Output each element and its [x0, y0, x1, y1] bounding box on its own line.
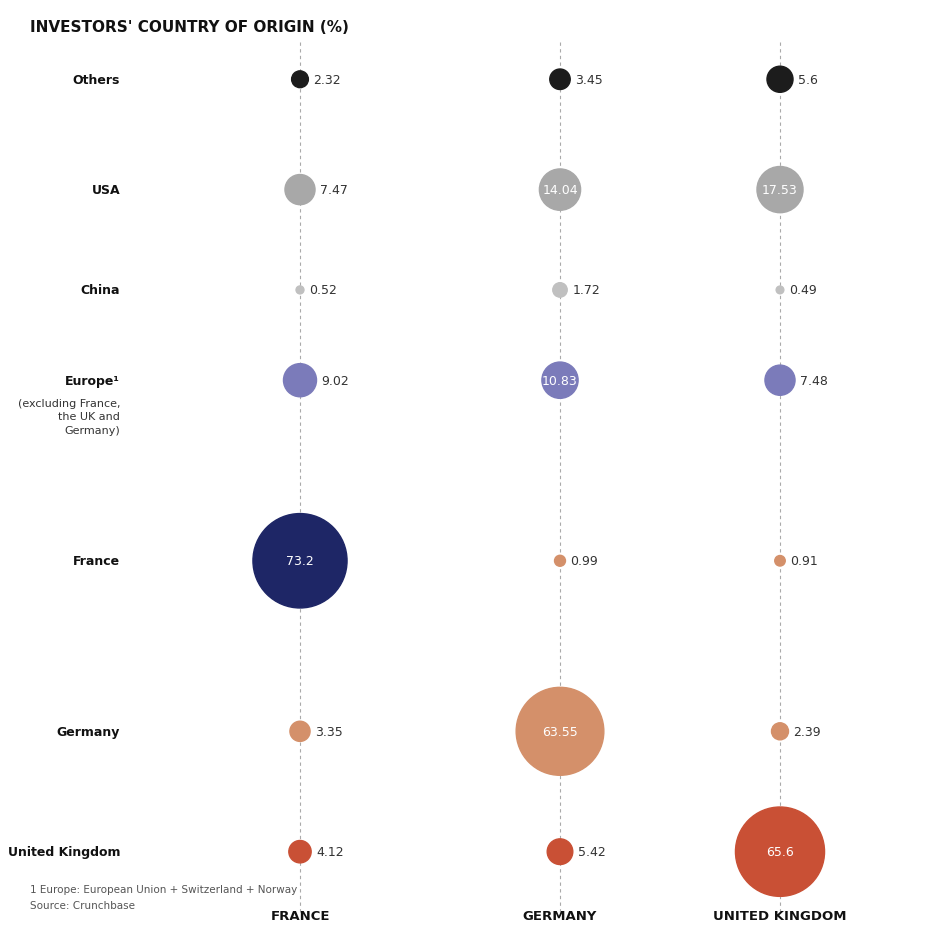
- Circle shape: [296, 287, 304, 294]
- Text: 7.47: 7.47: [320, 184, 348, 197]
- Text: United Kingdom: United Kingdom: [7, 845, 120, 859]
- Text: 0.91: 0.91: [790, 555, 818, 567]
- Circle shape: [736, 807, 825, 897]
- Circle shape: [554, 556, 565, 566]
- Text: Source: Crunchbase: Source: Crunchbase: [30, 900, 135, 910]
- Text: France: France: [73, 555, 120, 567]
- Circle shape: [289, 841, 312, 863]
- Text: 17.53: 17.53: [762, 184, 798, 197]
- Circle shape: [290, 722, 310, 742]
- Circle shape: [777, 287, 784, 294]
- Circle shape: [767, 68, 793, 93]
- Text: 4.12: 4.12: [316, 845, 344, 859]
- Text: INVESTORS' COUNTRY OF ORIGIN (%): INVESTORS' COUNTRY OF ORIGIN (%): [30, 20, 349, 35]
- Text: Europe¹: Europe¹: [65, 374, 120, 387]
- Circle shape: [284, 365, 316, 397]
- Circle shape: [757, 168, 803, 213]
- Text: 14.04: 14.04: [542, 184, 578, 197]
- Text: (excluding France,
the UK and
Germany): (excluding France, the UK and Germany): [18, 399, 120, 435]
- Text: 1.72: 1.72: [572, 284, 600, 297]
- Text: 73.2: 73.2: [286, 555, 313, 567]
- Text: 0.99: 0.99: [570, 555, 598, 567]
- Circle shape: [547, 839, 573, 864]
- Text: 3.45: 3.45: [576, 73, 603, 87]
- Text: Germany: Germany: [57, 725, 120, 738]
- Text: 7.48: 7.48: [800, 374, 828, 387]
- Text: 1 Europe: European Union + Switzerland + Norway: 1 Europe: European Union + Switzerland +…: [30, 883, 298, 894]
- Circle shape: [775, 556, 785, 566]
- Text: 63.55: 63.55: [542, 725, 578, 738]
- Text: China: China: [81, 284, 120, 297]
- Text: UNITED KINGDOM: UNITED KINGDOM: [713, 909, 846, 922]
- Text: 0.49: 0.49: [789, 284, 817, 297]
- Circle shape: [539, 169, 580, 211]
- Text: 5.6: 5.6: [798, 73, 817, 87]
- Text: FRANCE: FRANCE: [271, 909, 330, 922]
- Text: GERMANY: GERMANY: [523, 909, 597, 922]
- Circle shape: [285, 175, 315, 206]
- Circle shape: [772, 723, 789, 740]
- Text: 3.35: 3.35: [315, 725, 343, 738]
- Text: 2.39: 2.39: [793, 725, 821, 738]
- Text: 0.52: 0.52: [309, 284, 337, 297]
- Circle shape: [550, 69, 570, 90]
- Circle shape: [292, 71, 309, 89]
- Text: 10.83: 10.83: [542, 374, 578, 387]
- Circle shape: [516, 687, 604, 776]
- Text: 65.6: 65.6: [766, 845, 794, 859]
- Text: Others: Others: [73, 73, 120, 87]
- Text: 2.32: 2.32: [313, 73, 341, 87]
- Circle shape: [542, 363, 578, 399]
- Text: USA: USA: [91, 184, 120, 197]
- Text: 9.02: 9.02: [322, 374, 350, 387]
- Circle shape: [765, 366, 795, 396]
- Circle shape: [552, 284, 567, 298]
- Text: 5.42: 5.42: [578, 845, 605, 859]
- Circle shape: [253, 514, 347, 608]
